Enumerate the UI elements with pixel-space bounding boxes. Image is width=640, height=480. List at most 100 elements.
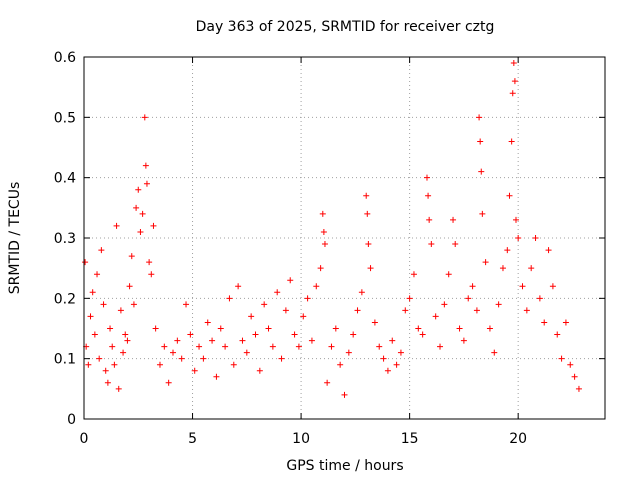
data-point <box>397 349 404 356</box>
data-point <box>324 379 331 386</box>
data-point <box>248 313 255 320</box>
data-point <box>135 186 142 193</box>
data-point <box>161 343 168 350</box>
y-tick-label: 0 <box>67 412 76 428</box>
data-point <box>393 361 400 368</box>
data-point <box>512 216 519 223</box>
data-point <box>126 283 133 290</box>
data-point <box>389 337 396 344</box>
data-point <box>562 319 569 326</box>
data-point <box>252 331 259 338</box>
data-point <box>133 204 140 211</box>
data-point <box>511 78 518 85</box>
data-point <box>102 367 109 374</box>
data-point <box>104 379 111 386</box>
data-point <box>428 241 435 248</box>
data-point <box>304 295 311 302</box>
data-point <box>384 367 391 374</box>
data-point <box>94 271 101 278</box>
data-point <box>536 295 543 302</box>
data-point <box>437 343 444 350</box>
data-point <box>122 331 129 338</box>
data-point <box>321 241 328 248</box>
data-point <box>425 192 432 199</box>
data-point <box>523 307 530 314</box>
data-points <box>82 60 582 398</box>
x-tick-label: 20 <box>509 431 527 447</box>
data-point <box>432 313 439 320</box>
data-point <box>269 343 276 350</box>
data-point <box>209 337 216 344</box>
axis-ticks: 0 0.1 0.2 0.3 0.4 0.5 0.6 0 5 10 15 20 <box>54 50 605 447</box>
data-point <box>226 295 233 302</box>
data-point <box>143 180 150 187</box>
data-point <box>345 349 352 356</box>
data-point <box>148 271 155 278</box>
y-axis-label: SRMTID / TECUs <box>7 182 23 295</box>
y-tick-label: 0.4 <box>54 171 76 187</box>
data-point <box>139 210 146 217</box>
data-point <box>217 325 224 332</box>
data-point <box>165 379 172 386</box>
data-point <box>476 114 483 121</box>
data-point <box>243 349 250 356</box>
data-point <box>441 301 448 308</box>
data-point <box>328 343 335 350</box>
data-point <box>445 271 452 278</box>
data-point <box>575 385 582 392</box>
data-point <box>365 241 372 248</box>
data-point <box>426 216 433 223</box>
data-point <box>113 222 120 229</box>
data-point <box>107 325 114 332</box>
data-point <box>146 259 153 266</box>
data-point <box>308 337 315 344</box>
data-point <box>350 331 357 338</box>
data-point <box>499 265 506 272</box>
data-point <box>235 283 242 290</box>
data-point <box>532 235 539 241</box>
y-tick-label: 0.3 <box>54 231 76 247</box>
x-tick-label: 15 <box>401 431 419 447</box>
data-point <box>479 210 486 217</box>
data-point <box>477 138 484 145</box>
data-point <box>469 283 476 290</box>
data-point <box>96 355 103 362</box>
data-point <box>130 301 137 308</box>
data-point <box>300 313 307 320</box>
data-point <box>545 247 552 254</box>
data-point <box>571 373 578 380</box>
data-point <box>213 373 220 380</box>
data-point <box>115 385 122 392</box>
data-point <box>337 361 344 368</box>
data-point <box>291 331 298 338</box>
data-point <box>204 319 211 326</box>
data-point <box>191 367 198 374</box>
data-point <box>128 253 135 260</box>
data-point <box>196 343 203 350</box>
data-point <box>450 216 457 223</box>
data-point <box>504 247 511 254</box>
data-point <box>541 319 548 326</box>
data-point <box>332 325 339 332</box>
data-point <box>456 325 463 332</box>
data-point <box>558 355 565 362</box>
data-point <box>341 391 348 398</box>
x-axis-label: GPS time / hours <box>286 458 403 474</box>
data-point <box>410 271 417 278</box>
data-point <box>100 301 107 308</box>
y-tick-label: 0.6 <box>54 50 76 66</box>
data-point <box>261 301 268 308</box>
chart-title: Day 363 of 2025, SRMTID for receiver czt… <box>196 19 495 35</box>
data-point <box>515 235 522 241</box>
data-point <box>282 307 289 314</box>
data-point <box>419 331 426 338</box>
data-point <box>354 307 361 314</box>
data-point <box>380 355 387 362</box>
data-point <box>313 283 320 290</box>
data-point <box>142 162 149 169</box>
data-point <box>452 241 459 248</box>
data-point <box>320 228 327 235</box>
data-point <box>478 168 485 175</box>
data-point <box>274 289 281 296</box>
